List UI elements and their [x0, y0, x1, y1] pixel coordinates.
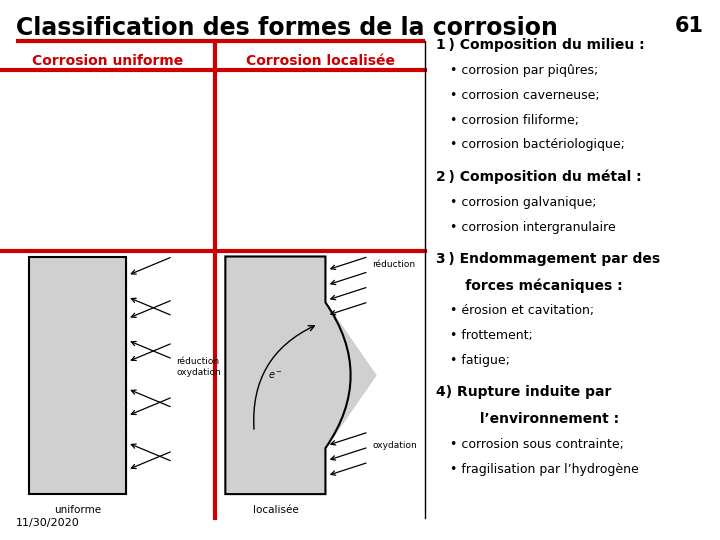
Text: Corrosion localisée: Corrosion localisée [246, 54, 395, 68]
Text: • corrosion bactériologique;: • corrosion bactériologique; [446, 138, 625, 151]
Text: 4) Rupture induite par: 4) Rupture induite par [436, 386, 611, 399]
Text: • corrosion par piqûres;: • corrosion par piqûres; [446, 64, 598, 77]
Text: • corrosion galvanique;: • corrosion galvanique; [446, 196, 597, 209]
Text: • érosion et cavitation;: • érosion et cavitation; [446, 305, 595, 318]
Polygon shape [225, 256, 376, 494]
Text: • fragilisation par l’hydrogène: • fragilisation par l’hydrogène [446, 463, 639, 476]
Text: Corrosion uniforme: Corrosion uniforme [32, 54, 183, 68]
Text: oxydation: oxydation [372, 441, 417, 450]
Text: 3 ) Endommagement par des: 3 ) Endommagement par des [436, 252, 660, 266]
Text: 1 ) Composition du milieu :: 1 ) Composition du milieu : [436, 38, 644, 52]
Text: • frottement;: • frottement; [446, 329, 533, 342]
Text: • corrosion sous contrainte;: • corrosion sous contrainte; [446, 438, 624, 451]
Text: localisée: localisée [253, 505, 298, 515]
Text: 2 ) Composition du métal :: 2 ) Composition du métal : [436, 170, 642, 184]
Text: uniforme: uniforme [54, 505, 101, 515]
Text: 61: 61 [675, 16, 704, 36]
Text: • corrosion filiforme;: • corrosion filiforme; [446, 113, 580, 126]
Text: • corrosion caverneuse;: • corrosion caverneuse; [446, 89, 600, 102]
Text: l’environnement :: l’environnement : [436, 411, 618, 426]
PathPatch shape [225, 256, 351, 494]
Text: forces mécaniques :: forces mécaniques : [436, 278, 622, 293]
Text: • fatigue;: • fatigue; [446, 354, 510, 367]
Text: $e^-$: $e^-$ [269, 370, 283, 381]
Text: • corrosion intergranulaire: • corrosion intergranulaire [446, 221, 616, 234]
Bar [29, 256, 126, 494]
Text: réduction
oxydation: réduction oxydation [176, 357, 221, 377]
Text: 11/30/2020: 11/30/2020 [16, 518, 80, 529]
Text: Classification des formes de la corrosion: Classification des formes de la corrosio… [16, 16, 558, 40]
Text: réduction: réduction [372, 260, 415, 269]
